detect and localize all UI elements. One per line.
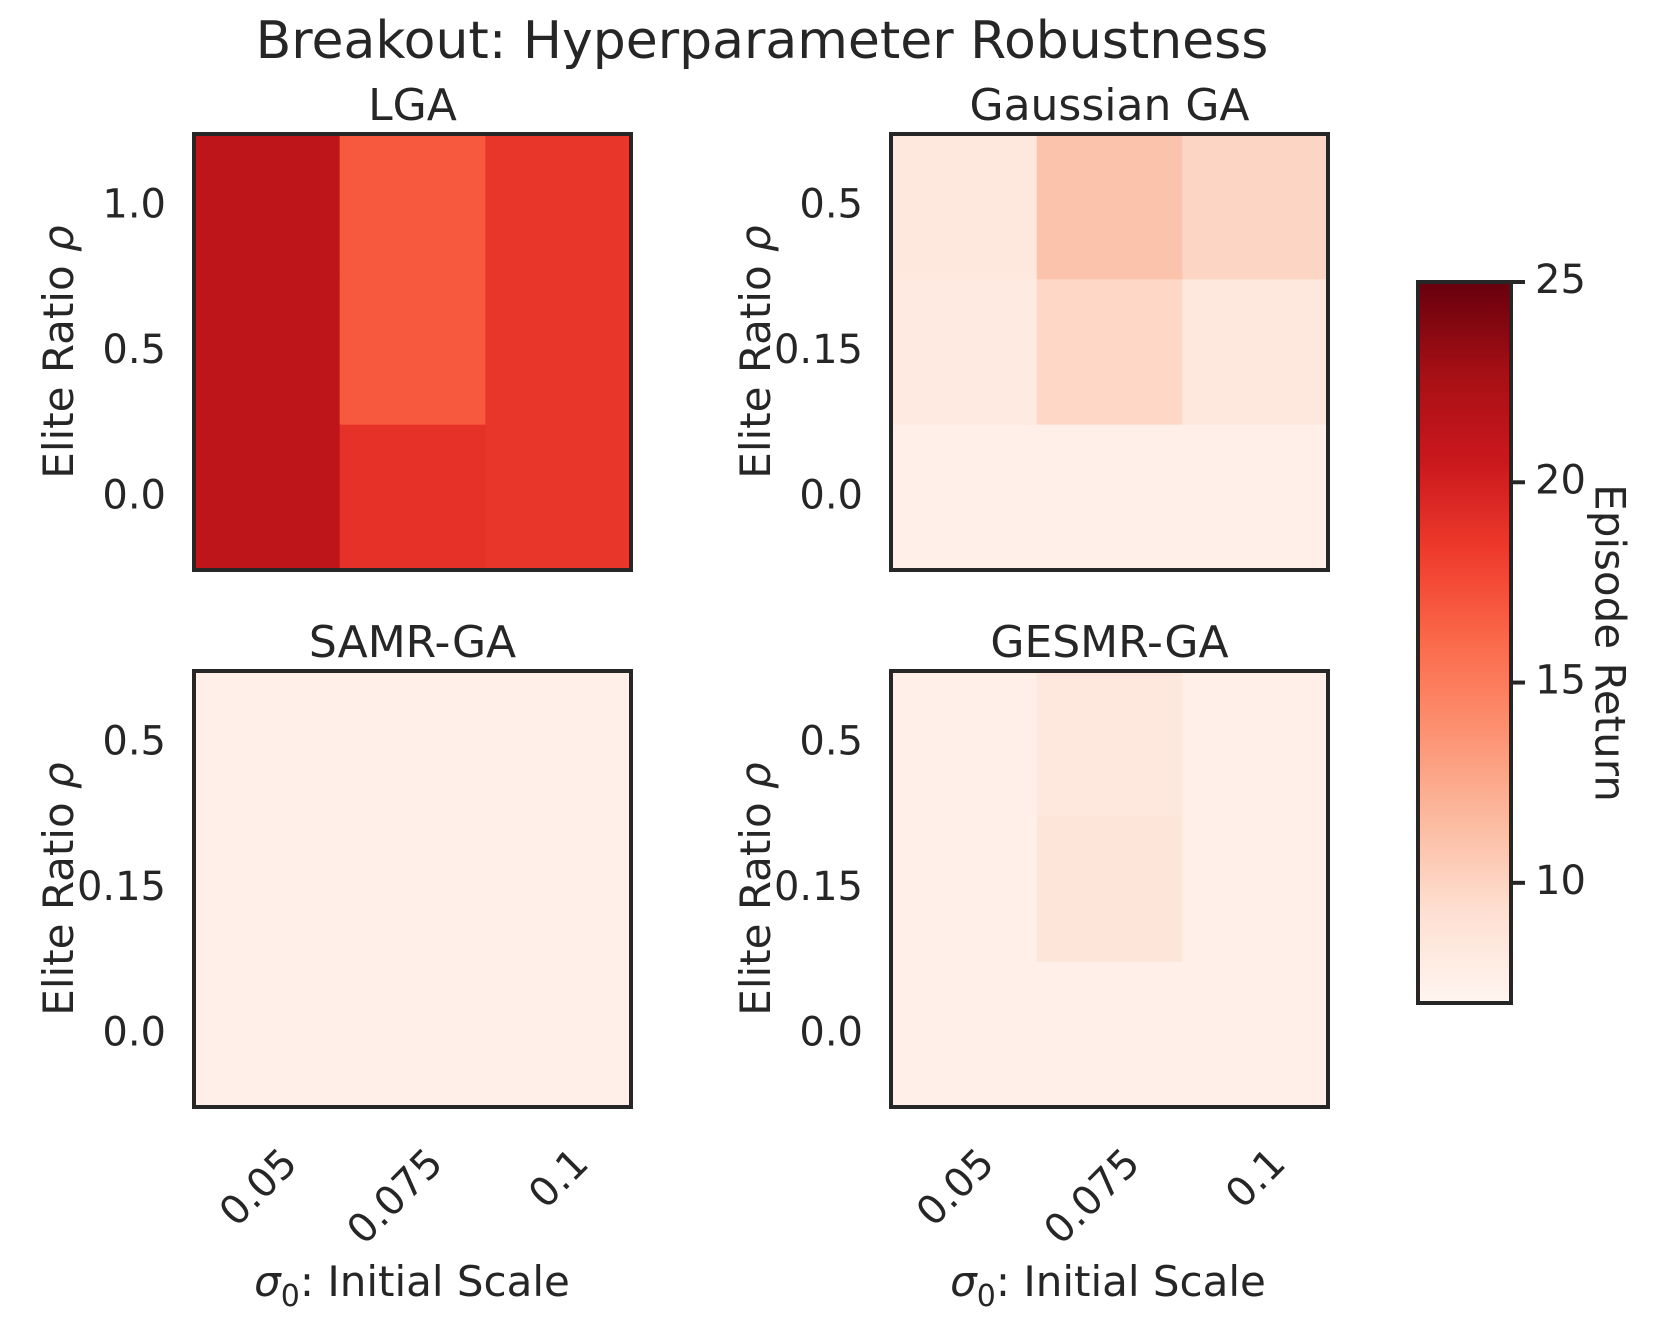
panel-title: GESMR-GA	[990, 617, 1228, 668]
colorbar: 10 15 20 25 Episode Return	[1416, 257, 1635, 1005]
x-tick-label: 0.075	[338, 1140, 452, 1254]
x-tick-label: 0.1	[1217, 1140, 1295, 1218]
y-tick-label: 0.5	[102, 327, 166, 373]
x-tick-label: 0.1	[520, 1140, 598, 1218]
y-tick-label: 0.0	[102, 472, 166, 518]
heatmap-cell	[1036, 134, 1183, 280]
y-tick-label: 0.5	[799, 182, 863, 228]
figure-title: Breakout: Hyperparameter Robustness	[256, 11, 1269, 71]
heatmap-cell	[485, 961, 632, 1108]
heatmap-cell	[891, 424, 1038, 571]
heatmap-cell	[1036, 671, 1183, 817]
panel-frame	[192, 669, 633, 1109]
heatmap-cell	[891, 279, 1038, 426]
heatmap-cell	[1036, 279, 1183, 426]
heatmap-cell	[194, 961, 341, 1108]
y-tick-label: 0.0	[102, 1009, 166, 1055]
panel-title: LGA	[368, 80, 457, 131]
heatmap-cell	[891, 816, 1038, 963]
y-axis-label: Elite Ratio ρ	[34, 762, 83, 1016]
colorbar-tick-label: 20	[1535, 457, 1586, 503]
x-axis-label-left: σ0: Initial Scale	[254, 1257, 570, 1314]
colorbar-label: Episode Return	[1586, 484, 1635, 802]
heatmap-cell	[1182, 424, 1329, 571]
colorbar-tick-label: 15	[1535, 658, 1586, 704]
heatmap-cell	[1182, 816, 1329, 963]
panel-frame	[889, 669, 1330, 1109]
heatmap-cell	[1036, 961, 1183, 1108]
x-tick-label: 0.075	[1035, 1140, 1149, 1254]
y-tick-label: 0.0	[799, 1009, 863, 1055]
heatmap-cell	[485, 671, 632, 817]
heatmap-cell	[485, 424, 632, 571]
y-axis-label: Elite Ratio ρ	[34, 225, 83, 479]
heatmap-cell	[339, 424, 486, 571]
heatmap-cell	[485, 816, 632, 963]
y-tick-label: 0.5	[799, 719, 863, 765]
heatmap-cell	[891, 671, 1038, 817]
heatmap-cell	[339, 279, 486, 426]
heatmap-cell	[339, 134, 486, 280]
heatmap-cell	[891, 134, 1038, 280]
heatmap-cell	[194, 134, 341, 280]
panel-frame	[889, 132, 1330, 572]
heatmap-cell	[339, 816, 486, 963]
y-axis-label: Elite Ratio ρ	[731, 762, 780, 1016]
colorbar-tick-label: 10	[1535, 858, 1586, 904]
y-axis-label: Elite Ratio ρ	[731, 225, 780, 479]
panel-title: SAMR-GA	[309, 617, 516, 668]
heatmap-cell	[1182, 961, 1329, 1108]
heatmap-cell	[1036, 424, 1183, 571]
heatmap-cell	[1182, 134, 1329, 280]
heatmap-cell	[485, 279, 632, 426]
heatmap-cell	[194, 424, 341, 571]
heatmap-cell	[1036, 816, 1183, 963]
x-axis-label-right: σ0: Initial Scale	[950, 1257, 1266, 1314]
y-tick-label: 0.15	[774, 327, 863, 373]
colorbar-gradient	[1416, 280, 1513, 1005]
heatmap-cell	[194, 816, 341, 963]
y-tick-label: 0.5	[102, 719, 166, 765]
heatmap-cell	[1182, 671, 1329, 817]
panel-3: GESMR-GA 0.5 0.15 0.0 Elite Ratio ρ 0.05 0.075…	[731, 617, 1330, 1254]
heatmap-cell	[194, 671, 341, 817]
panels-group: LGA 1.0 0.5 0.0 Elite Ratio ρ Gaussian GA 0.5 0…	[34, 80, 1330, 1254]
y-tick-label: 0.0	[799, 472, 863, 518]
y-tick-label: 0.15	[77, 864, 166, 910]
heatmap-cell	[339, 671, 486, 817]
heatmap-cell	[891, 961, 1038, 1108]
x-tick-label: 0.05	[211, 1140, 307, 1236]
heatmap-cell	[485, 134, 632, 280]
heatmap-cell	[194, 279, 341, 426]
panel-0: LGA 1.0 0.5 0.0 Elite Ratio ρ	[34, 80, 633, 572]
y-tick-label: 0.15	[774, 864, 863, 910]
heatmap-cell	[339, 961, 486, 1108]
heatmap-cell	[1182, 279, 1329, 426]
panel-1: Gaussian GA 0.5 0.15 0.0 Elite Ratio ρ	[731, 80, 1330, 572]
panel-title: Gaussian GA	[969, 80, 1249, 131]
panel-frame	[192, 132, 633, 572]
x-tick-label: 0.05	[908, 1140, 1004, 1236]
colorbar-tick-label: 25	[1535, 257, 1586, 303]
y-tick-label: 1.0	[102, 182, 166, 228]
panel-2: SAMR-GA 0.5 0.15 0.0 Elite Ratio ρ 0.05 0.075 0…	[34, 617, 633, 1254]
